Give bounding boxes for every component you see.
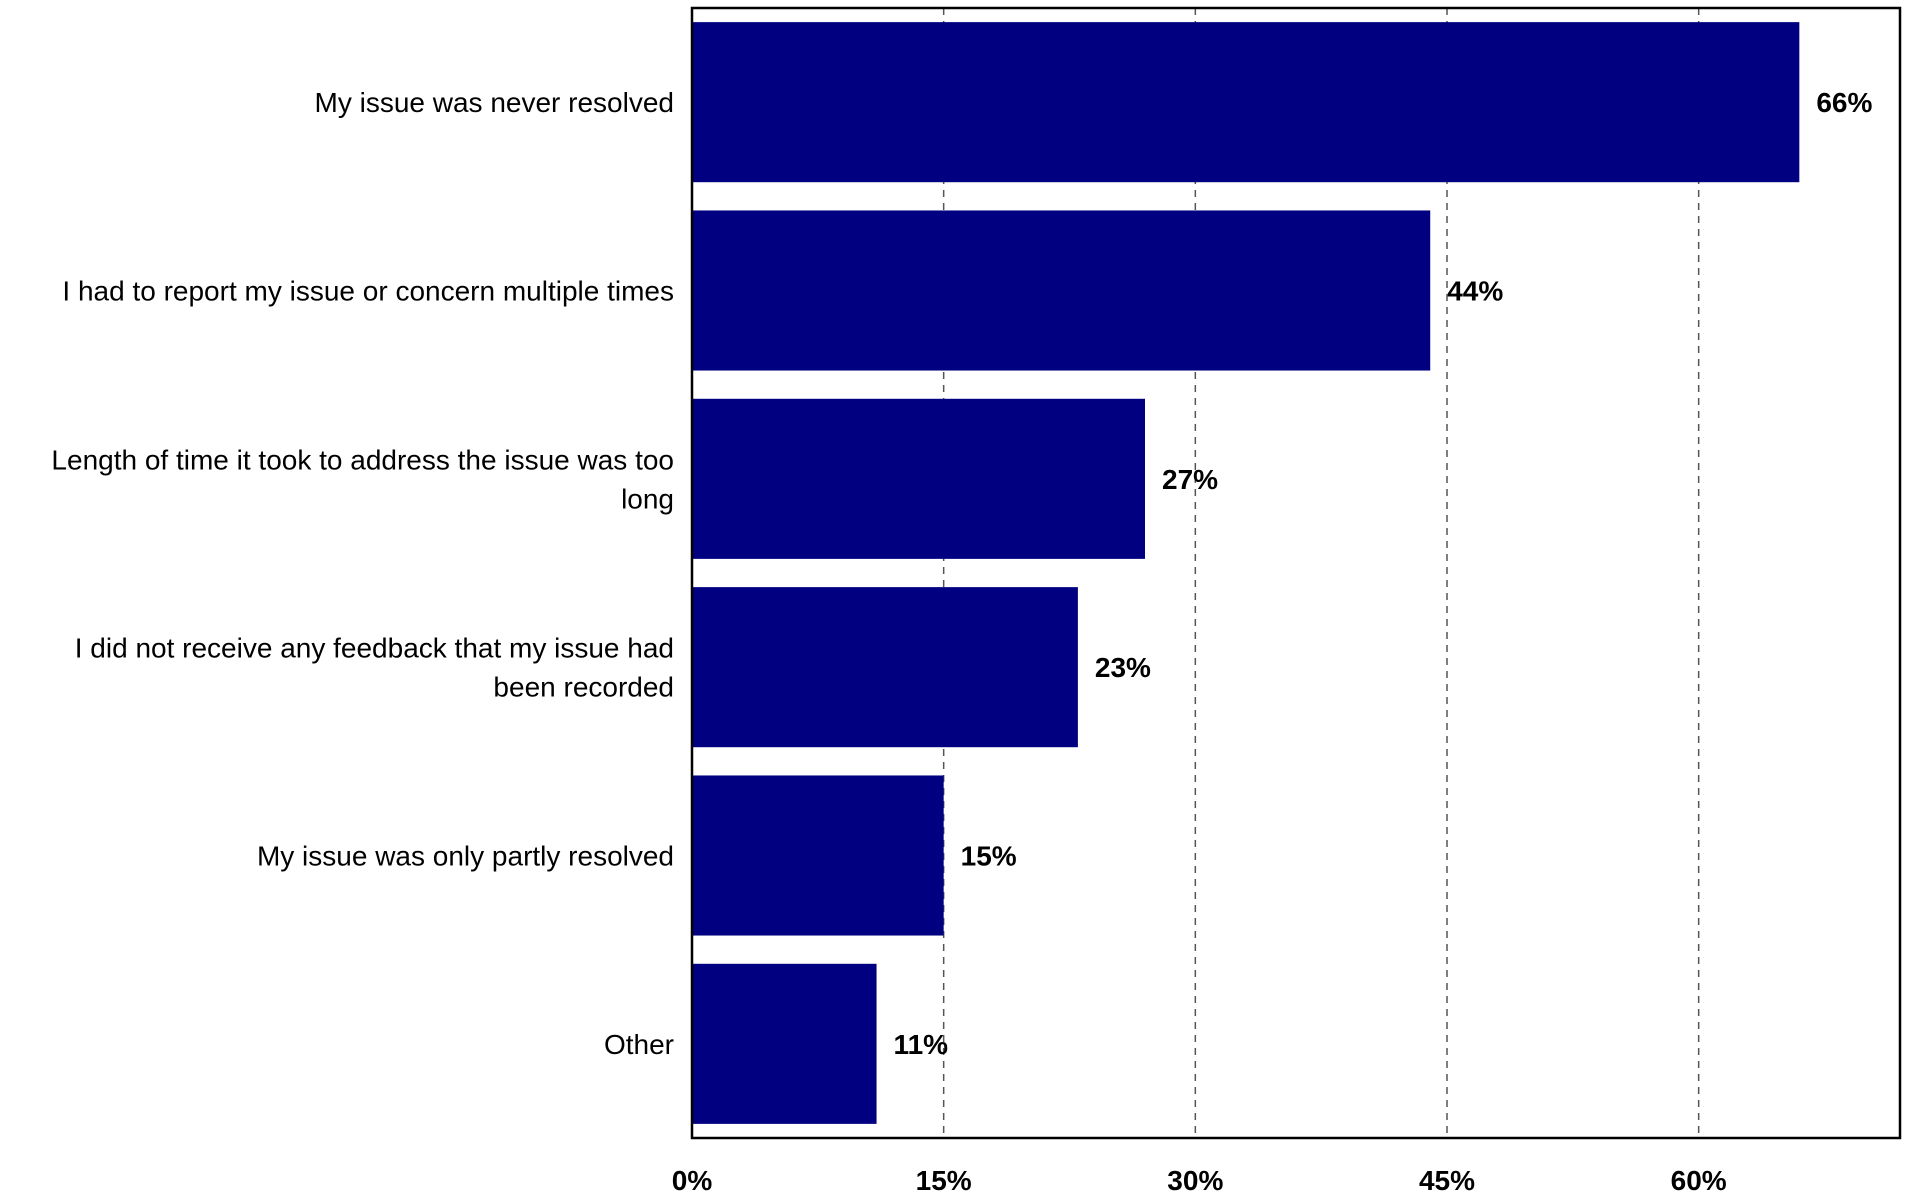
category-label: My issue was only partly resolved [257, 841, 674, 872]
x-tick-label: 30% [1167, 1165, 1223, 1194]
category-label: I had to report my issue or concern mult… [62, 276, 674, 307]
x-tick-label: 45% [1419, 1165, 1475, 1194]
x-axis-tick-labels: 0% 15% 30% 45% 60% [672, 1165, 1727, 1194]
gridlines [942, 8, 1700, 1138]
data-label: 23% [1095, 652, 1151, 683]
data-label: 11% [894, 1029, 949, 1060]
data-label: 15% [961, 841, 1017, 872]
data-label: 44% [1447, 276, 1503, 307]
data-label: 66% [1816, 87, 1872, 118]
category-label: Length of time it took to address the is… [51, 444, 674, 514]
bar [692, 210, 1431, 371]
data-label: 27% [1162, 464, 1218, 495]
x-tick-label: 60% [1671, 1165, 1727, 1194]
x-tick-label: 15% [916, 1165, 972, 1194]
data-labels: 66% 44% 27% 23% 15% 11% [894, 87, 1873, 1060]
x-tick-label: 0% [672, 1165, 713, 1194]
category-label: My issue was never resolved [315, 87, 674, 118]
bar [692, 963, 877, 1124]
category-label: Other [604, 1029, 674, 1060]
plot-frame [690, 6, 1902, 1140]
bar [692, 398, 1145, 559]
bar [692, 22, 1800, 183]
bar [692, 775, 944, 936]
category-label: I did not receive any feedback that my i… [75, 633, 674, 703]
bars [692, 22, 1800, 1124]
bar [692, 587, 1078, 748]
category-labels: My issue was never resolved I had to repo… [51, 87, 674, 1060]
